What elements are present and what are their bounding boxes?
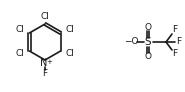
Text: F: F bbox=[176, 38, 181, 46]
Text: Cl: Cl bbox=[16, 48, 25, 58]
Text: Cl: Cl bbox=[41, 12, 49, 21]
Text: F: F bbox=[172, 25, 178, 34]
Text: F: F bbox=[42, 69, 48, 78]
Text: F: F bbox=[172, 49, 178, 59]
Text: Cl: Cl bbox=[65, 25, 74, 34]
Text: Cl: Cl bbox=[16, 25, 25, 34]
Text: −O: −O bbox=[124, 38, 138, 46]
Text: O: O bbox=[144, 23, 152, 32]
Text: Cl: Cl bbox=[65, 48, 74, 58]
Text: N: N bbox=[40, 59, 48, 69]
Text: O: O bbox=[144, 52, 152, 61]
Text: +: + bbox=[46, 60, 52, 66]
Text: S: S bbox=[145, 37, 151, 47]
